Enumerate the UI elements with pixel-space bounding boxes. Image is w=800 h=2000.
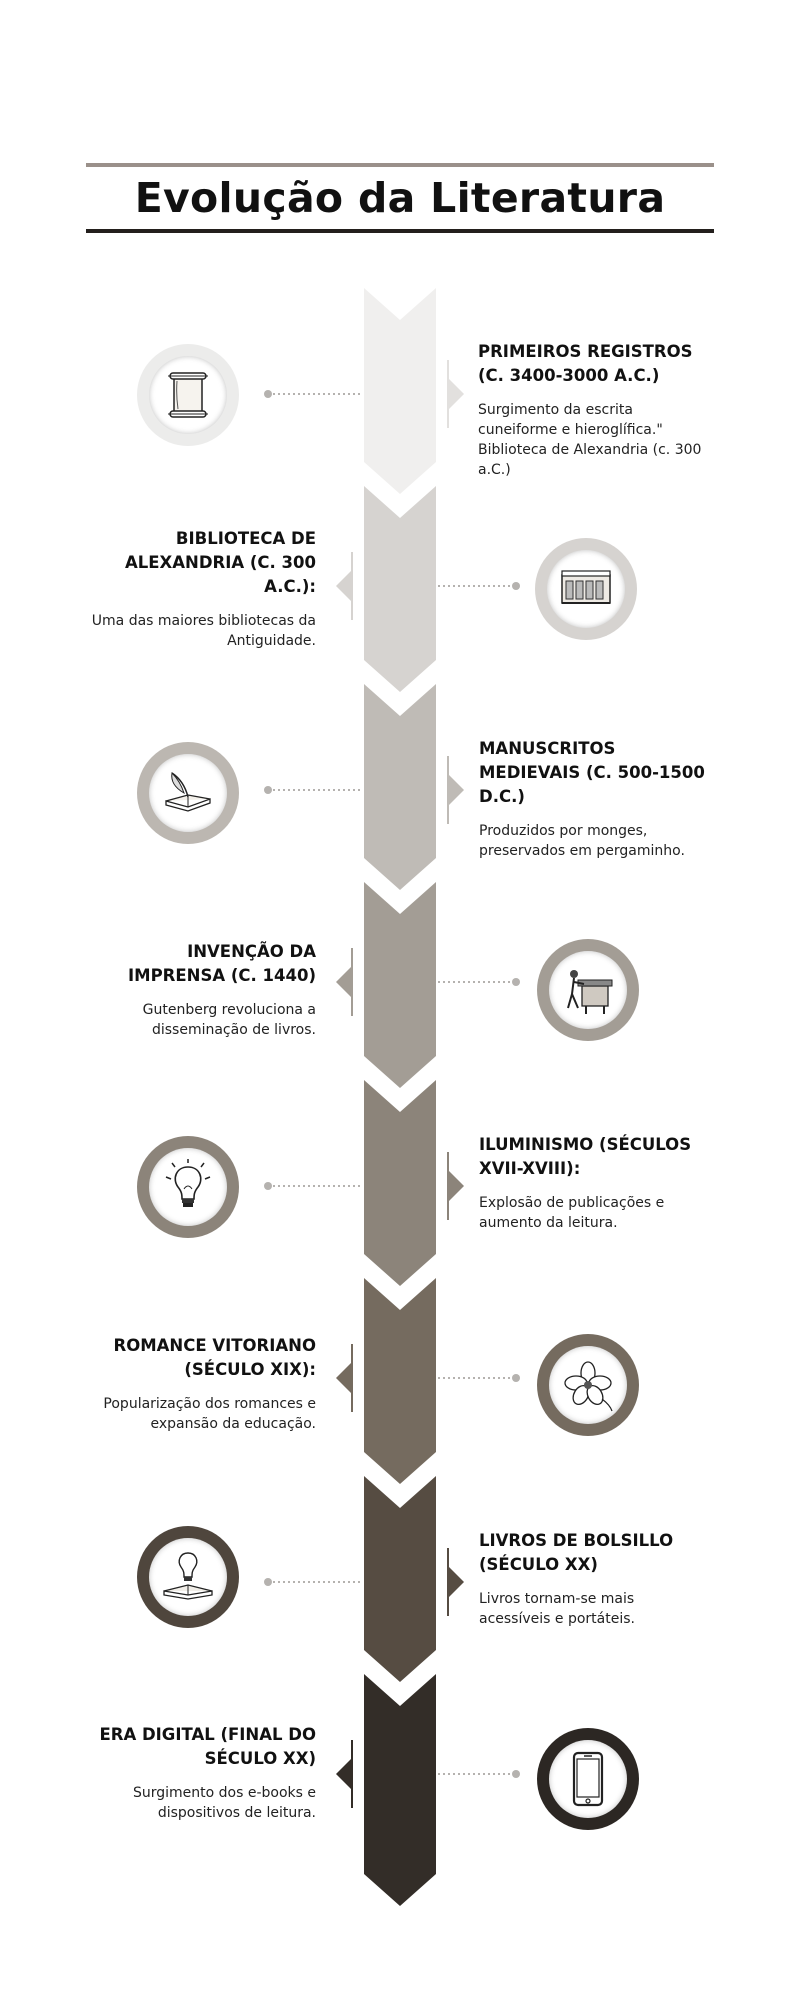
event-4-icon-frame: [537, 939, 639, 1041]
event-title: ROMANCE VITORIANO (SÉCULO XIX):: [113, 1336, 317, 1379]
event-title: INVENÇÃO DA IMPRENSA (C. 1440): [128, 942, 316, 985]
connector-dot: [512, 582, 520, 590]
event-1-icon-frame: [137, 344, 239, 446]
event-4: INVENÇÃO DA IMPRENSA (C. 1440) Gutenberg…: [90, 940, 316, 1040]
event-5: ILUMINISMO (SÉCULOS XVII-XVIII): Explosã…: [479, 1133, 705, 1233]
event-3: MANUSCRITOS MEDIEVAIS (C. 500-1500 D.C.)…: [479, 737, 705, 861]
event-marker-arrow: [336, 1758, 352, 1790]
event-description: Popularização dos romances e expansão da…: [103, 1396, 316, 1432]
header-rule-top: [86, 163, 714, 167]
timeline-segment: [364, 684, 436, 890]
event-description: Livros tornam-se mais acessíveis e portá…: [479, 1591, 635, 1627]
timeline-segment: [364, 1080, 436, 1286]
page-title: Evolução da Literatura: [134, 174, 666, 222]
lightbulb-icon: [165, 1159, 211, 1207]
connector-dot: [512, 1374, 520, 1382]
event-description: Gutenberg revoluciona a disseminação de …: [142, 1002, 316, 1038]
library-relief-icon: [561, 570, 611, 604]
event-title: LIVROS DE BOLSILLO (SÉCULO XX): [479, 1531, 674, 1574]
timeline-segment: [364, 288, 436, 494]
event-3-icon-frame: [137, 742, 239, 844]
connector-dot: [264, 786, 272, 794]
scroll-icon: [168, 372, 208, 418]
book-lightbulb-icon: [163, 1552, 213, 1600]
event-6-icon-frame: [537, 1334, 639, 1436]
event-description: Surgimento da escrita cuneiforme e hiero…: [478, 402, 702, 478]
connector-dot: [264, 1182, 272, 1190]
event-title: PRIMEIROS REGISTROS (C. 3400-3000 A.C.): [478, 342, 693, 385]
event-title: ILUMINISMO (SÉCULOS XVII-XVIII):: [479, 1135, 692, 1178]
timeline-segment: [364, 1674, 436, 1906]
event-5-icon-frame: [137, 1136, 239, 1238]
connector-dot: [512, 978, 520, 986]
event-marker-arrow: [448, 1170, 464, 1202]
event-title: MANUSCRITOS MEDIEVAIS (C. 500-1500 D.C.): [479, 739, 705, 806]
header-rule-bottom: [86, 229, 714, 233]
timeline-segment: [364, 1278, 436, 1484]
event-description: Uma das maiores bibliotecas da Antiguida…: [91, 613, 316, 649]
printing-press-icon: [567, 970, 613, 1014]
event-title: ERA DIGITAL (FINAL DO SÉCULO XX): [99, 1725, 316, 1768]
smartphone-icon: [572, 1751, 604, 1807]
event-description: Surgimento dos e-books e dispositivos de…: [132, 1785, 316, 1821]
connector-dot: [264, 390, 272, 398]
event-marker-arrow: [336, 1362, 352, 1394]
event-description: Produzidos por monges, preservados em pe…: [479, 823, 685, 859]
event-6: ROMANCE VITORIANO (SÉCULO XIX): Populari…: [90, 1334, 316, 1434]
event-7-icon-frame: [137, 1526, 239, 1628]
timeline-segment: [364, 882, 436, 1088]
event-1: PRIMEIROS REGISTROS (C. 3400-3000 A.C.) …: [478, 340, 704, 480]
event-marker-arrow: [336, 570, 352, 602]
event-marker-arrow: [448, 378, 464, 410]
event-8: ERA DIGITAL (FINAL DO SÉCULO XX) Surgime…: [90, 1723, 316, 1823]
event-2: BIBLIOTECA DE ALEXANDRIA (C. 300 A.C.): …: [90, 527, 316, 651]
event-2-icon-frame: [535, 538, 637, 640]
connector-dot: [512, 1770, 520, 1778]
event-marker-arrow: [336, 966, 352, 998]
event-marker-arrow: [448, 1566, 464, 1598]
timeline-segment: [364, 486, 436, 692]
event-description: Explosão de publicações e aumento da lei…: [479, 1195, 665, 1231]
connector-dot: [264, 1578, 272, 1586]
timeline-segment: [364, 1476, 436, 1682]
event-7: LIVROS DE BOLSILLO (SÉCULO XX) Livros to…: [479, 1529, 705, 1629]
event-title: BIBLIOTECA DE ALEXANDRIA (C. 300 A.C.):: [124, 529, 316, 596]
quill-book-icon: [165, 771, 211, 812]
flower-icon: [564, 1361, 613, 1412]
event-marker-arrow: [448, 774, 464, 806]
event-8-icon-frame: [537, 1728, 639, 1830]
